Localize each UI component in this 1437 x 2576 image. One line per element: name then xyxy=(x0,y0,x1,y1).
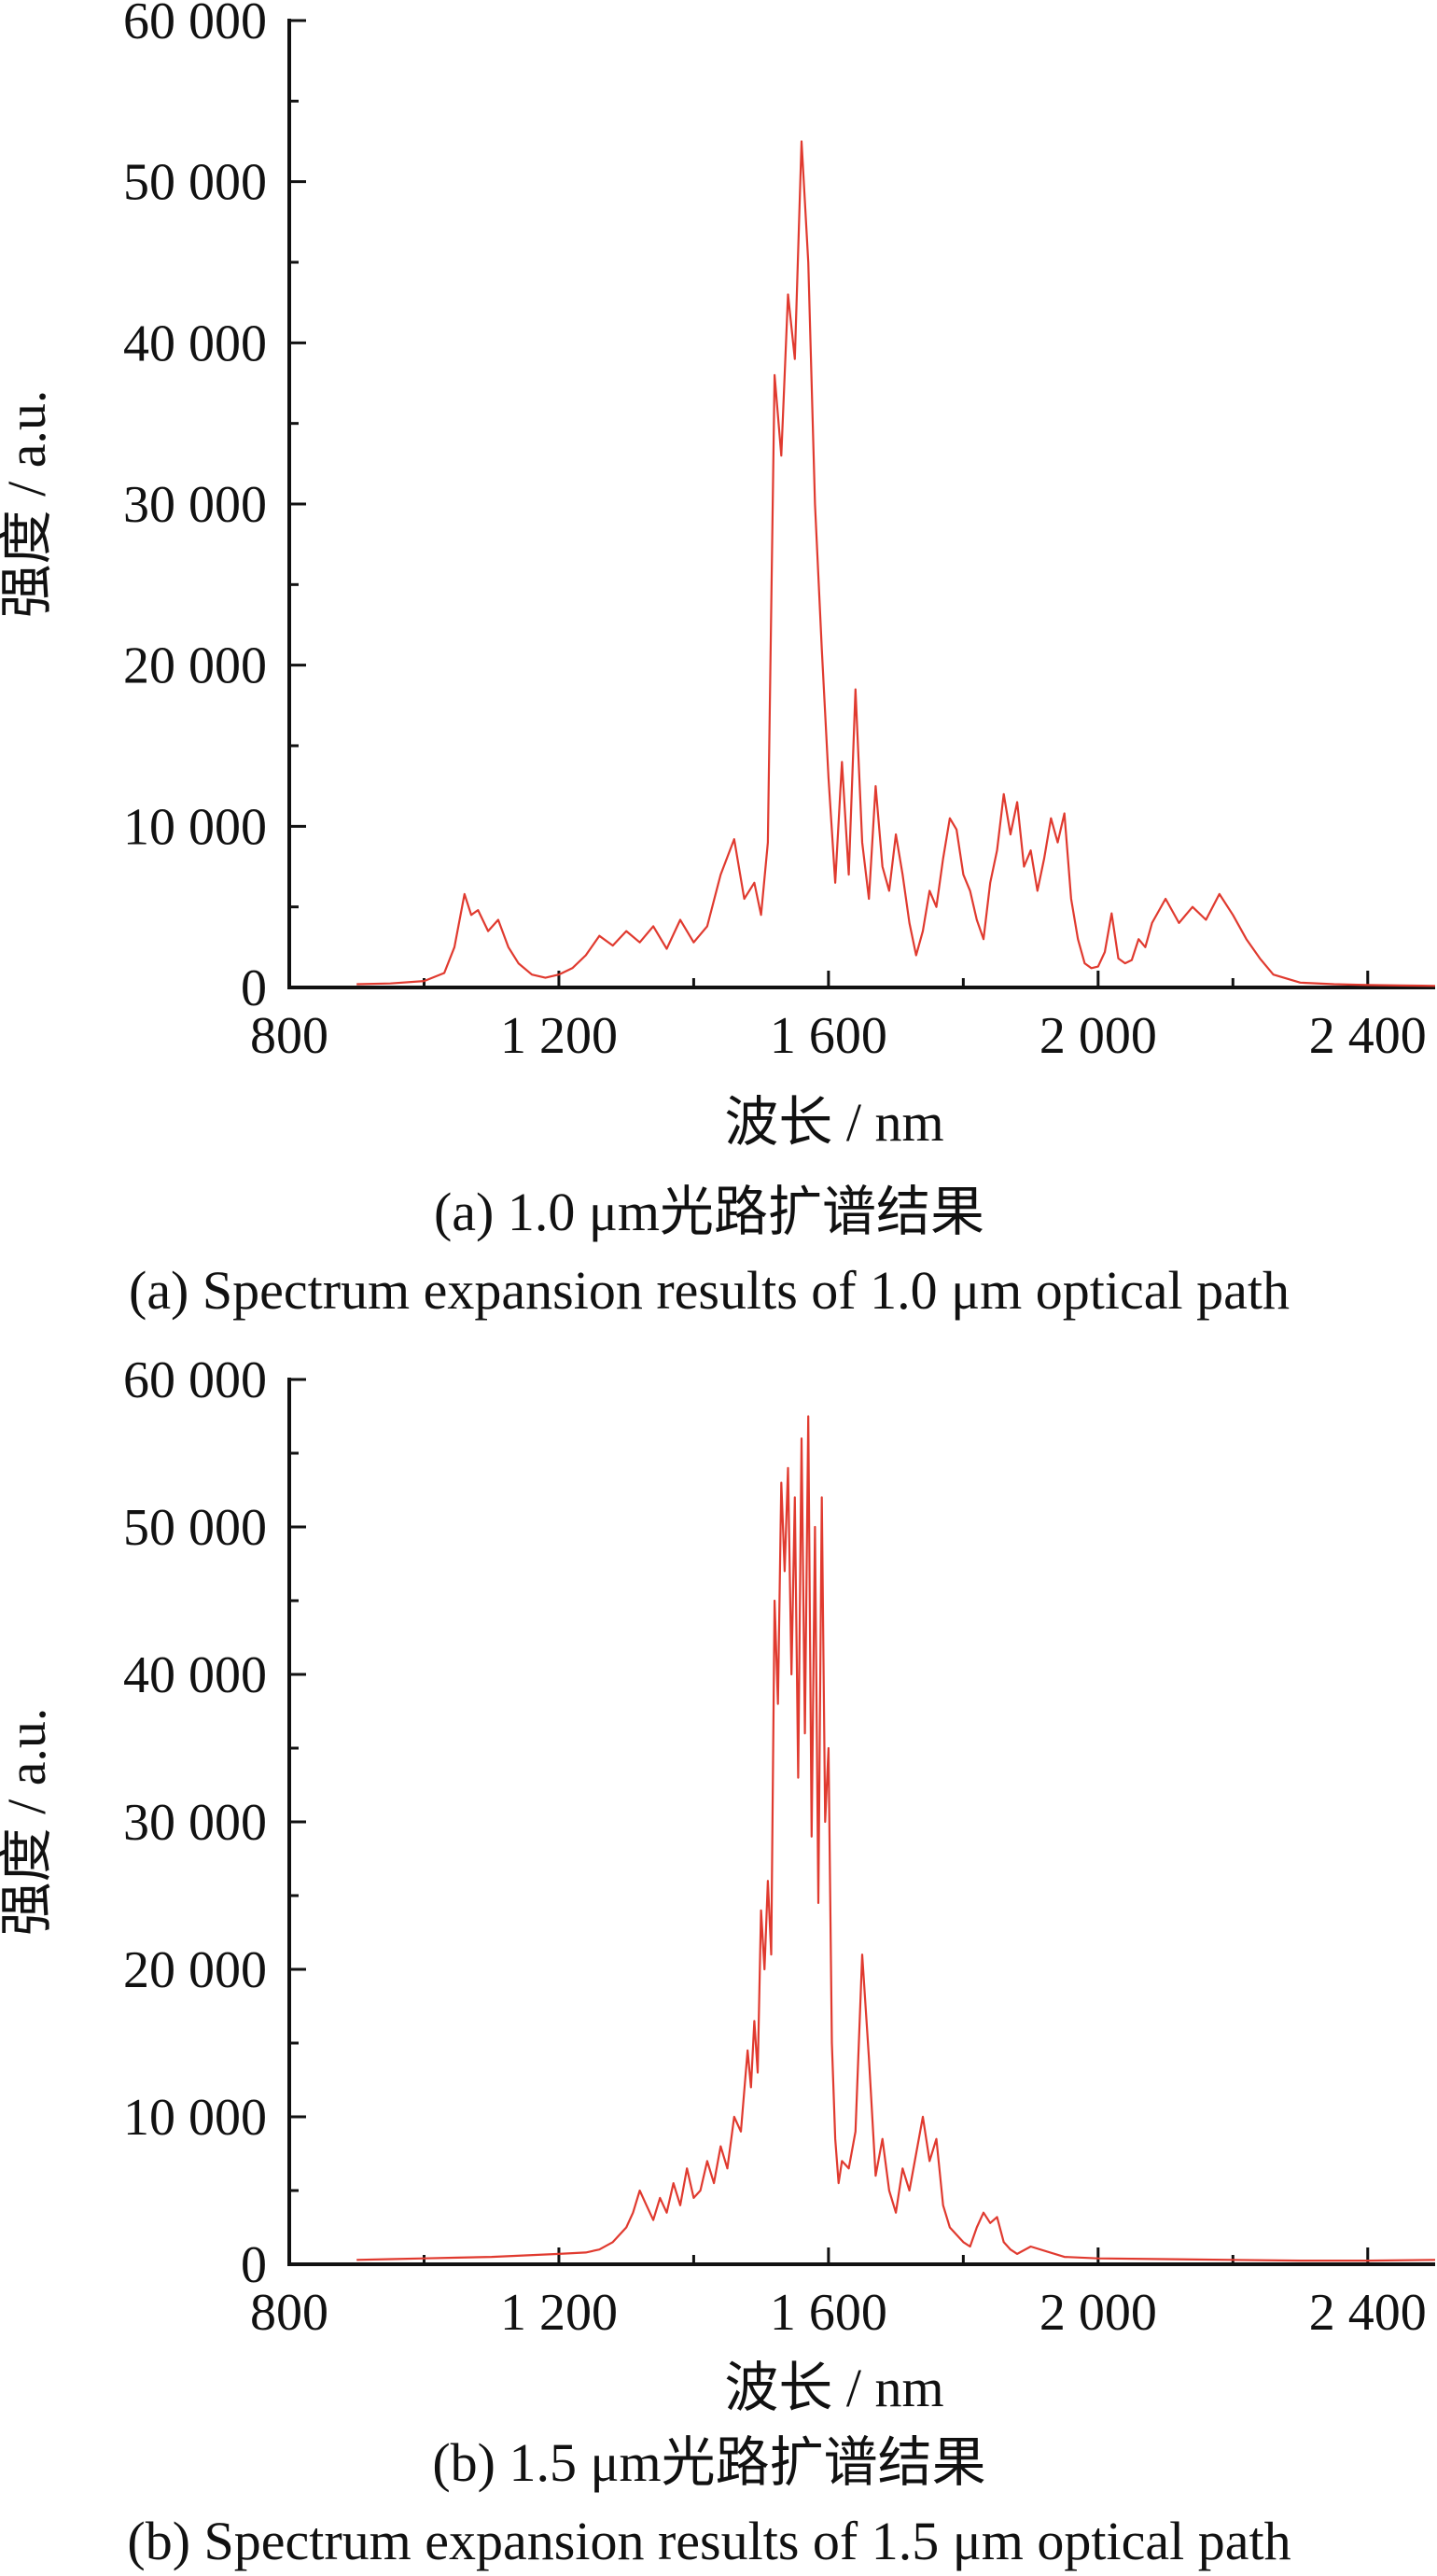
y-tick-label: 20 000 xyxy=(123,637,267,695)
y-tick-label: 40 000 xyxy=(123,1646,267,1704)
y-tick-label: 50 000 xyxy=(123,1499,267,1557)
x-tick-label: 2 000 xyxy=(1039,2284,1157,2342)
y-ticks: 0 10 000 20 000 30 000 40 000 50 000 60 000 xyxy=(123,1351,306,2294)
x-axis-title-b: 波长 / nm xyxy=(724,2358,943,2418)
spectrum-line-a xyxy=(356,140,1436,987)
y-tick-label: 60 000 xyxy=(123,0,267,50)
x-tick-label: 1 600 xyxy=(770,1007,887,1065)
x-ticks: 800 1 200 1 600 2 000 2 400 xyxy=(250,971,1427,1065)
x-axis-title-a: 波长 / nm xyxy=(724,1092,943,1153)
x-tick-label: 1 600 xyxy=(770,2284,887,2342)
x-tick-label: 800 xyxy=(250,2284,328,2342)
panel-b: 0 10 000 20 000 30 000 40 000 50 000 60 000 80… xyxy=(0,1351,1436,2571)
y-tick-label: 10 000 xyxy=(123,2089,267,2147)
y-axis-title-a: 强度 / a.u. xyxy=(0,390,57,619)
y-ticks: 0 10 000 20 000 30 000 40 000 50 000 60 000 xyxy=(123,0,306,1017)
caption-en-a: (a) Spectrum expansion results of 1.0 μm… xyxy=(129,1260,1290,1321)
y-axis-title-b: 强度 / a.u. xyxy=(0,1708,57,1937)
x-tick-label: 2 000 xyxy=(1039,1007,1157,1065)
x-tick-label: 800 xyxy=(250,1007,328,1065)
y-tick-label: 20 000 xyxy=(123,1941,267,1999)
caption-cn-a: (a) 1.0 μm光路扩谱结果 xyxy=(434,1182,984,1242)
x-tick-label: 1 200 xyxy=(500,2284,618,2342)
spectrum-line-b xyxy=(356,1415,1436,2262)
y-tick-label: 40 000 xyxy=(123,315,267,372)
y-tick-label: 30 000 xyxy=(123,1794,267,1852)
x-tick-label: 2 400 xyxy=(1309,2284,1427,2342)
x-ticks: 800 1 200 1 600 2 000 2 400 xyxy=(250,2247,1427,2342)
y-tick-label: 0 xyxy=(241,959,267,1017)
caption-en-b: (b) Spectrum expansion results of 1.5 μm… xyxy=(127,2511,1291,2571)
y-tick-label: 60 000 xyxy=(123,1351,267,1409)
y-tick-label: 30 000 xyxy=(123,476,267,534)
x-tick-label: 1 200 xyxy=(500,1007,618,1065)
y-tick-label: 50 000 xyxy=(123,154,267,212)
y-tick-label: 10 000 xyxy=(123,798,267,856)
panel-a: 0 10 000 20 000 30 000 40 000 50 000 60 000 80… xyxy=(0,0,1436,1321)
x-tick-label: 2 400 xyxy=(1309,1007,1427,1065)
y-tick-label: 0 xyxy=(241,2236,267,2294)
caption-cn-b: (b) 1.5 μm光路扩谱结果 xyxy=(432,2432,985,2493)
